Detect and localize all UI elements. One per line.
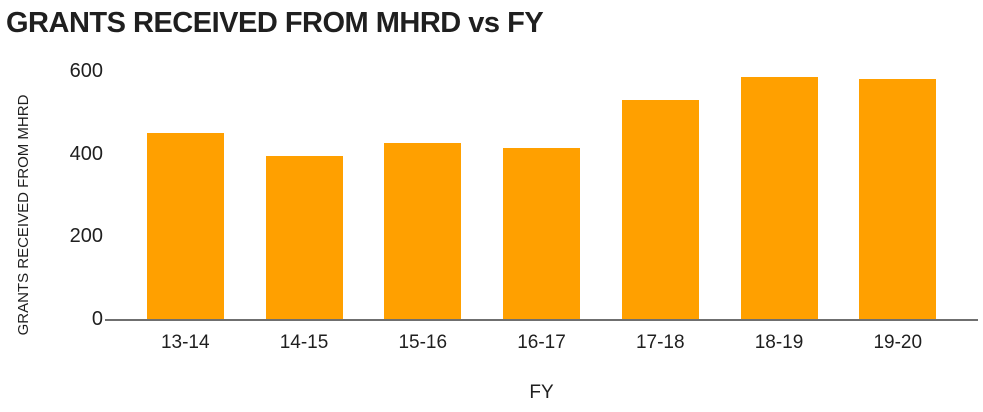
x-tick-label-16-17: 16-17 — [517, 332, 566, 353]
y-tick-label-400: 400 — [69, 142, 103, 165]
x-tick-label-13-14: 13-14 — [160, 332, 210, 353]
y-tick-label-200: 200 — [69, 225, 103, 248]
x-axis-label: FY — [529, 382, 554, 403]
x-tick-label-18-19: 18-19 — [754, 332, 804, 353]
y-axis-ticks: 0 200 400 600 — [0, 61, 103, 329]
x-tick-label-15-16: 15-16 — [398, 332, 448, 353]
bar-15-16 — [384, 143, 462, 319]
y-tick-label-600: 600 — [69, 60, 103, 82]
bar-slot-19-20: 19-20 — [859, 71, 937, 353]
bar-slot-13-14: 13-14 — [146, 71, 224, 353]
bar-19-20 — [859, 79, 937, 319]
bar-14-15 — [265, 155, 343, 319]
x-tick-label-17-18: 17-18 — [635, 332, 685, 353]
x-tick-label-14-15: 14-15 — [279, 332, 329, 353]
bar-slot-15-16: 15-16 — [384, 71, 462, 353]
bar-18-19 — [740, 77, 818, 319]
y-tick-label-0: 0 — [91, 308, 103, 330]
bar-16-17 — [503, 148, 580, 319]
chart-title: GRANTS RECEIVED FROM MHRD vs FY — [6, 7, 544, 39]
bar-slot-16-17: 16-17 — [503, 71, 580, 353]
plot-area: 13-14 14-15 15-16 16-17 17-18 18-19 19-20 — [105, 71, 978, 353]
bar-slot-14-15: 14-15 — [265, 71, 343, 353]
bar-13-14 — [146, 133, 224, 319]
x-tick-label-19-20: 19-20 — [873, 332, 923, 353]
bar-slot-18-19: 18-19 — [740, 71, 818, 353]
bar-17-18 — [621, 99, 699, 319]
bar-slot-17-18: 17-18 — [621, 71, 699, 353]
